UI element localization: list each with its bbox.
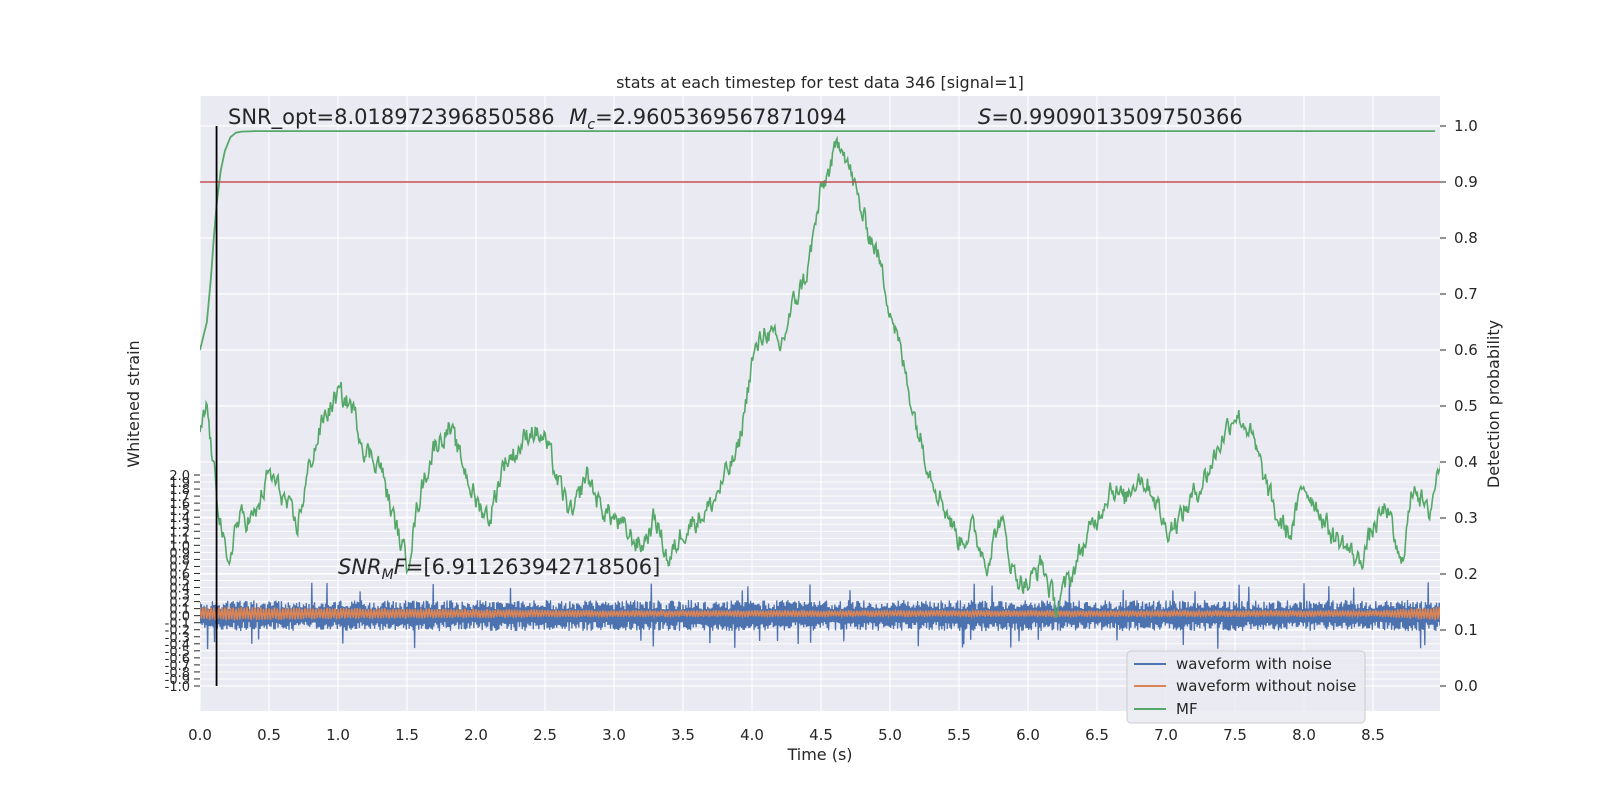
y-left-tick-label-1: 1.9 — [169, 476, 190, 491]
series-waveform-without-noise — [200, 606, 1440, 621]
y-left-tick-label-26: -0.6 — [165, 652, 190, 667]
y-left-tick-label-14: 0.6 — [169, 567, 190, 582]
s-annotation: S=0.9909013509750366 — [978, 105, 1243, 129]
y-right-axis-label: Detection probability — [1484, 320, 1503, 488]
y-right-tick-labels: 0.0 0.1 0.2 0.3 0.4 0.5 0.6 0.7 0.8 0.9 1.0 — [1440, 117, 1478, 695]
y-left-tick-label-25: -0.5 — [165, 645, 190, 660]
y-left-tick-label-19: 0.1 — [169, 603, 190, 618]
y-right-tick-label-8: 0.8 — [1454, 229, 1478, 247]
y-left-tick-label-20: 0.0 — [169, 610, 190, 625]
y-right-tick-label-4: 0.4 — [1454, 453, 1478, 471]
snr-mf-annotation: SNRMF=[6.911263942718506] — [338, 555, 660, 583]
x-tick-label-5: 2.5 — [533, 726, 557, 744]
x-tick-label-13: 6.5 — [1085, 726, 1109, 744]
y-right-tick-label-5: 0.5 — [1454, 397, 1478, 415]
plot-content — [200, 126, 1440, 686]
y-left-tick-label-8: 1.2 — [169, 525, 190, 540]
x-tick-label-12: 6.0 — [1016, 726, 1040, 744]
x-tick-label-3: 1.5 — [395, 726, 419, 744]
x-tick-label-4: 2.0 — [464, 726, 488, 744]
y-left-tick-label-24: -0.4 — [165, 638, 190, 653]
x-tick-label-0: 0.0 — [188, 726, 212, 744]
y-left-tick-label-5: 1.5 — [169, 504, 190, 519]
snr-mf-symbol: SNR — [338, 555, 382, 579]
y-left-tick-label-11: 0.9 — [169, 546, 190, 561]
legend-label-clean: waveform without noise — [1176, 677, 1356, 695]
x-tick-label-9: 4.5 — [809, 726, 833, 744]
y-left-tick-label-7: 1.3 — [169, 518, 190, 533]
y-left-tick-label-4: 1.6 — [169, 497, 190, 512]
y-left-tick-label-12: 0.8 — [169, 553, 190, 568]
y-left-tick-label-22: -0.2 — [165, 624, 190, 639]
y-right-tick-label-2: 0.2 — [1454, 565, 1478, 583]
y-left-tick-label-18: 0.2 — [169, 596, 190, 611]
y-left-tick-labels: 2.01.91.81.71.61.51.41.31.21.11.00.90.80… — [165, 469, 200, 695]
y-left-tick-label-13: 0.7 — [169, 560, 190, 575]
y-left-tick-label-28: -0.8 — [165, 666, 190, 681]
legend-label-noise: waveform with noise — [1176, 655, 1332, 673]
x-tick-label-8: 4.0 — [740, 726, 764, 744]
y-right-tick-label-0: 0.0 — [1454, 677, 1478, 695]
snr-opt-annotation: SNR_opt=8.018972396850586 Mc=2.960536956… — [228, 105, 847, 133]
y-left-tick-label-27: -0.7 — [165, 659, 190, 674]
chart-title: stats at each timestep for test data 346… — [616, 73, 1024, 92]
series-detection-curve — [200, 130, 1436, 351]
y-left-tick-label-10: 1.0 — [169, 539, 190, 554]
y-right-tick-label-7: 0.7 — [1454, 285, 1478, 303]
s-symbol: S — [978, 105, 991, 129]
mc-symbol: M — [569, 105, 587, 129]
x-tick-label-17: 8.5 — [1361, 726, 1385, 744]
y-left-tick-label-30: -1.0 — [165, 680, 190, 695]
y-left-tick-label-3: 1.7 — [169, 490, 190, 505]
y-right-tick-label-6: 0.6 — [1454, 341, 1478, 359]
y-left-tick-label-16: 0.4 — [169, 582, 190, 597]
y-right-tick-label-10: 1.0 — [1454, 117, 1478, 135]
x-tick-label-16: 8.0 — [1292, 726, 1316, 744]
y-right-tick-label-1: 0.1 — [1454, 621, 1478, 639]
x-tick-label-11: 5.5 — [947, 726, 971, 744]
x-tick-label-7: 3.5 — [671, 726, 695, 744]
snr-mf-value: =[6.911263942718506] — [406, 555, 660, 579]
y-left-tick-label-29: -0.9 — [165, 673, 190, 688]
legend-box — [1126, 650, 1366, 724]
y-left-tick-label-21: -0.1 — [165, 617, 190, 632]
mc-value: =2.9605369567871094 — [595, 105, 846, 129]
y-left-tick-label-2: 1.8 — [169, 483, 190, 498]
y-left-tick-label-17: 0.3 — [169, 589, 190, 604]
legend-label-mf: MF — [1176, 700, 1198, 718]
x-tick-label-14: 7.0 — [1154, 726, 1178, 744]
snr-mf-tail: F — [394, 555, 407, 579]
x-tick-label-15: 7.5 — [1223, 726, 1247, 744]
series-layer — [200, 126, 1440, 686]
y-left-axis-label: Whitened strain — [124, 340, 143, 467]
series-waveform-with-noise — [200, 582, 1440, 650]
y-left-tick-label-23: -0.3 — [165, 631, 190, 646]
snr-opt-text: SNR_opt=8.018972396850586 — [228, 105, 555, 130]
x-tick-label-6: 3.0 — [602, 726, 626, 744]
x-axis-label: Time (s) — [786, 745, 852, 764]
x-tick-label-1: 0.5 — [257, 726, 281, 744]
y-left-tick-label-6: 1.4 — [169, 511, 190, 526]
x-tick-label-10: 5.0 — [878, 726, 902, 744]
y-left-tick-label-9: 1.1 — [169, 532, 190, 547]
s-value: =0.9909013509750366 — [991, 105, 1242, 129]
y-left-tick-label-0: 2.0 — [169, 469, 190, 484]
legend: waveform with noise waveform without noi… — [1126, 650, 1366, 724]
x-tick-labels: 0.0 0.5 1.0 1.5 2.0 2.5 3.0 3.5 4.0 4.5 5.0 5.5 6.0 6… — [188, 726, 1385, 744]
y-left-tick-label-15: 0.5 — [169, 575, 190, 590]
mc-subscript: c — [587, 117, 595, 133]
snr-mf-subscript: M — [382, 567, 394, 583]
y-right-tick-label-9: 0.9 — [1454, 173, 1478, 191]
y-right-tick-label-3: 0.3 — [1454, 509, 1478, 527]
x-tick-label-2: 1.0 — [326, 726, 350, 744]
